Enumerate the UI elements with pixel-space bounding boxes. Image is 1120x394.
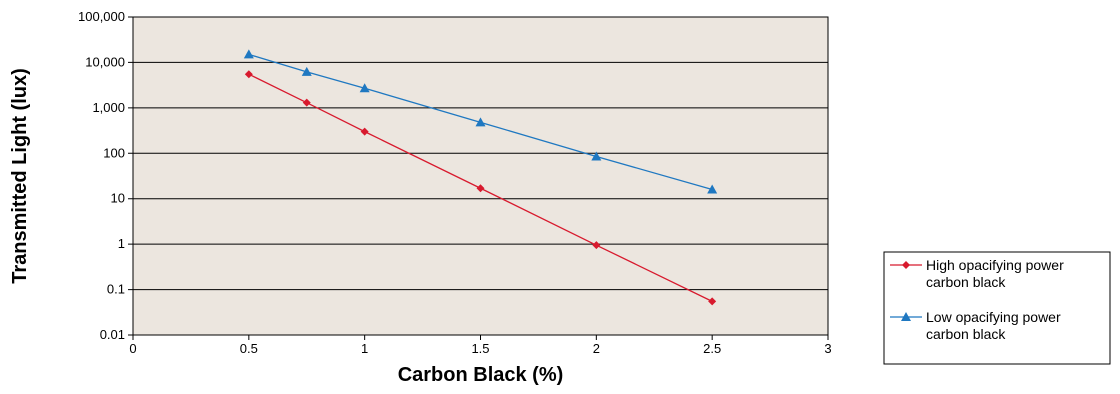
legend-box: [883, 251, 1111, 365]
x-tick-label: 2: [593, 341, 600, 356]
x-tick-labels: 0 0.5 1 1.5 2 2.5 3: [129, 335, 832, 356]
y-tick-label: 10: [111, 191, 125, 206]
data-point: [301, 66, 312, 76]
data-point: [244, 70, 253, 79]
gridlines: [128, 16, 828, 336]
plot-area: [132, 16, 829, 336]
series-2: [243, 49, 718, 194]
data-point: [359, 83, 370, 93]
y-tick-label: 10,000: [85, 54, 125, 69]
data-point: [591, 151, 602, 161]
y-tick-labels: 0.01 0.1 1 10 100 1,000 10,000 100,000: [78, 9, 125, 342]
y-tick-label: 0.1: [107, 282, 125, 297]
data-point: [360, 127, 369, 136]
data-point: [243, 49, 254, 59]
series-line: [248, 73, 713, 302]
data-point: [592, 241, 601, 250]
data-point: [475, 117, 486, 127]
data-point: [708, 297, 717, 306]
series-1: [244, 70, 717, 306]
series-line: [248, 53, 713, 191]
x-tick-label: 3: [824, 341, 831, 356]
data-point: [707, 184, 718, 194]
y-axis-title: Transmitted Light (lux): [9, 68, 31, 284]
data-point: [302, 98, 311, 107]
legend-label: High opacifying power: [926, 257, 1064, 273]
x-tick-label: 1: [361, 341, 368, 356]
x-tick-label: 1.5: [471, 341, 489, 356]
x-axis-title: Carbon Black (%): [398, 364, 564, 386]
legend-marker: [902, 261, 910, 269]
y-tick-label: 100,000: [78, 9, 125, 24]
series-layer: [243, 49, 718, 306]
legend-label: Low opacifying power: [926, 309, 1061, 325]
y-tick-label: 1,000: [92, 100, 125, 115]
x-tick-label: 0.5: [240, 341, 258, 356]
y-tick-label: 100: [103, 145, 125, 160]
x-tick-label: 0: [129, 341, 136, 356]
x-tick-label: 2.5: [703, 341, 721, 356]
legend-label: carbon black: [926, 274, 1006, 290]
legend-label: carbon black: [926, 326, 1006, 342]
y-tick-label: 0.01: [100, 327, 125, 342]
y-tick-label: 1: [118, 236, 125, 251]
data-point: [476, 184, 485, 193]
legend-marker: [901, 312, 911, 321]
